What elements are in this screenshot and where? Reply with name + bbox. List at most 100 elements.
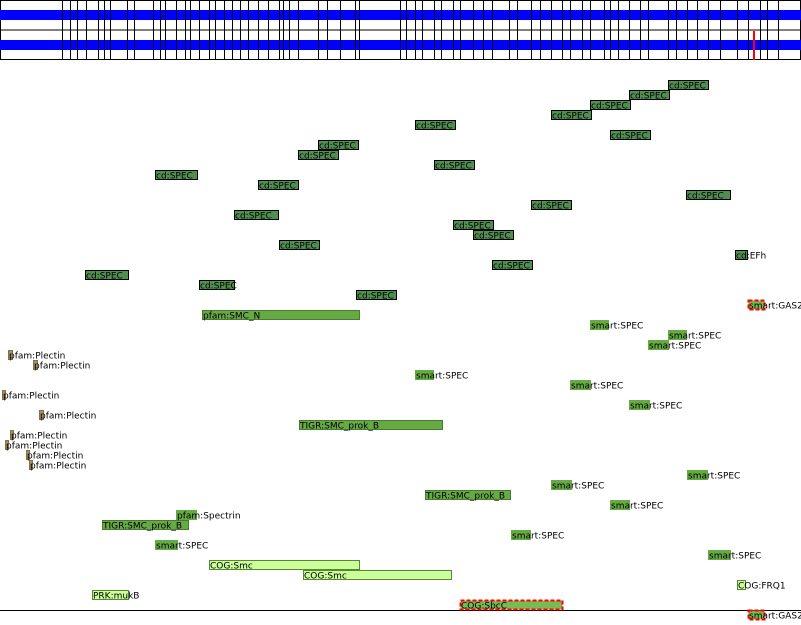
domain-feature[interactable]: cd:SPEC [299, 151, 339, 162]
domain-feature[interactable]: smart:SPEC [416, 371, 469, 382]
domain-feature[interactable]: cd:SPEC [591, 101, 631, 112]
domain-label: cd:SPEC [156, 172, 193, 182]
domain-label: pfam:SMC_N [203, 312, 260, 322]
domain-feature[interactable]: cd:SPEC [319, 141, 359, 152]
domain-label: cd:SPEC [669, 82, 706, 92]
domain-label: cd:SPEC [611, 132, 648, 142]
domain-feature[interactable]: smart:SPEC [591, 321, 644, 332]
domain-label: TIGR:SMC_prok_B [102, 522, 182, 532]
domain-label: smart:SPEC [591, 322, 643, 332]
domain-label: pfam:Plectin [6, 442, 62, 452]
domain-label: smart:GAS2 [749, 612, 801, 622]
domain-label: pfam:Plectin [34, 362, 90, 372]
domain-label: cd:SPEC [435, 162, 472, 172]
domain-feature[interactable]: COG:Smc [304, 571, 452, 582]
domain-feature[interactable]: cd:SPEC [474, 231, 514, 242]
domain-label: TIGR:SMC_prok_B [299, 422, 379, 432]
domain-label: cd:SPEC [259, 182, 296, 192]
domain-label: cd:SPEC [474, 232, 511, 242]
domain-feature[interactable]: cd:SPEC [235, 211, 279, 222]
domain-feature[interactable]: pfam:SMC_N [203, 311, 360, 322]
domain-feature[interactable]: TIGR:SMC_prok_B [299, 421, 443, 432]
domain-label: cd:SPEC [416, 122, 453, 132]
domain-label: TIGR:SMC_prok_B [425, 492, 505, 502]
domain-feature[interactable]: cd:SPEC [630, 91, 670, 102]
domain-label: cd:SPEC [235, 212, 272, 222]
domain-feature[interactable]: pfam:Plectin [27, 451, 84, 462]
domain-feature[interactable]: cd:SPEC [416, 121, 456, 132]
domain-feature[interactable]: cd:SPEC [259, 181, 299, 192]
domain-feature[interactable]: cd:EFh [736, 251, 767, 262]
domain-label: smart:SPEC [512, 532, 564, 542]
domain-feature[interactable]: cd:SPEC [280, 241, 320, 252]
domain-label: PRK:mukB [93, 592, 139, 602]
domain-feature[interactable]: smart:SPEC [611, 501, 664, 512]
domain-label: smart:SPEC [669, 332, 721, 342]
domain-feature[interactable]: smart:SPEC [669, 331, 722, 342]
domain-feature[interactable]: smart:SPEC [571, 381, 624, 392]
domain-label: cd:SPEC [591, 102, 628, 112]
domain-feature[interactable]: cd:SPEC [532, 201, 572, 212]
domain-label: COG:Smc [304, 572, 347, 582]
domain-label: smart:SPEC [552, 482, 604, 492]
domain-feature[interactable]: cd:SPEC [611, 131, 651, 142]
domain-label: smart:SPEC [416, 372, 468, 382]
domain-label: pfam:Plectin [30, 462, 86, 472]
domain-feature[interactable]: COG:Smc [210, 561, 360, 572]
domain-feature[interactable]: smart:SPEC [649, 341, 702, 352]
domain-feature[interactable]: smart:SPEC [688, 471, 741, 482]
domain-label: cd:SPEC [630, 92, 667, 102]
domain-feature[interactable]: smart:SPEC [156, 541, 209, 552]
domain-label: smart:SPEC [630, 402, 682, 412]
domain-label: smart:SPEC [611, 502, 663, 512]
domain-label: pfam:Plectin [27, 452, 83, 462]
domain-feature[interactable]: smart:SPEC [552, 481, 605, 492]
domain-feature[interactable]: smart:SPEC [709, 551, 762, 562]
domain-feature[interactable]: pfam:Plectin [34, 361, 91, 372]
domain-feature[interactable]: cd:SPEC [435, 161, 475, 172]
domain-feature[interactable]: pfam:Plectin [11, 431, 68, 442]
domain-label: smart:SPEC [571, 382, 623, 392]
domain-feature[interactable]: TIGR:SMC_prok_B [102, 521, 189, 532]
domain-feature[interactable]: pfam:Plectin [40, 411, 97, 422]
domain-feature[interactable]: pfam:Plectin [9, 351, 66, 362]
domain-feature[interactable]: cd:SPEC [156, 171, 198, 182]
domain-label: pfam:Plectin [11, 432, 67, 442]
domain-feature[interactable]: cd:SPEC [669, 81, 709, 92]
domain-label: cd:SPEC [200, 282, 237, 292]
domain-feature[interactable]: TIGR:SMC_prok_B [425, 491, 511, 502]
domain-feature[interactable]: smart:SPEC [630, 401, 683, 412]
domain-label: cd:SPEC [532, 202, 569, 212]
domain-feature[interactable]: cd:SPEC [200, 281, 237, 292]
domain-feature[interactable]: cd:SPEC [552, 111, 592, 122]
domain-feature[interactable]: cd:SPEC [493, 261, 533, 272]
domain-label: smart:SPEC [156, 542, 208, 552]
domain-label: COG:SbcC [461, 602, 507, 612]
domain-feature[interactable]: PRK:mukB [93, 591, 140, 602]
domain-feature[interactable]: pfam:Plectin [30, 461, 87, 472]
domain-feature[interactable]: COG:SbcC [461, 601, 563, 612]
domain-feature[interactable]: COG:FRQ1 [738, 581, 786, 592]
domain-feature[interactable]: smart:GAS2 [749, 301, 801, 312]
domain-label: smart:SPEC [688, 472, 740, 482]
domain-label: cd:SPEC [86, 272, 123, 282]
domain-feature[interactable]: cd:SPEC [86, 271, 129, 282]
domain-label: cd:SPEC [299, 152, 336, 162]
domain-label: pfam:Plectin [40, 412, 96, 422]
domain-feature[interactable]: pfam:Plectin [3, 391, 60, 402]
domain-feature[interactable]: cd:SPEC [687, 191, 731, 202]
domain-label: cd:SPEC [280, 242, 317, 252]
domain-feature[interactable]: cd:SPEC [357, 291, 397, 302]
domain-feature[interactable]: smart:GAS2 [749, 611, 801, 622]
domain-feature[interactable]: smart:SPEC [512, 531, 565, 542]
domain-label: smart:SPEC [709, 552, 761, 562]
domain-label: COG:Smc [210, 562, 253, 572]
domain-label: cd:SPEC [357, 292, 394, 302]
domain-feature[interactable]: pfam:Plectin [6, 441, 63, 452]
domain-label: cd:SPEC [493, 262, 530, 272]
domain-label: smart:GAS2 [749, 302, 801, 312]
domain-feature[interactable]: pfam:Spectrin [177, 511, 241, 522]
domain-feature[interactable]: cd:SPEC [454, 221, 494, 232]
